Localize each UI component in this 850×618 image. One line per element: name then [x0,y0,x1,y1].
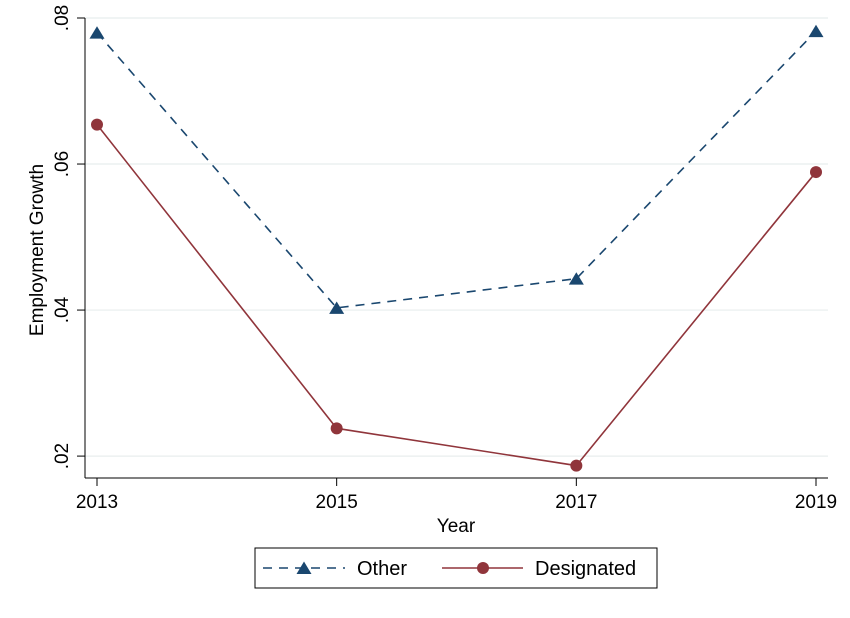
data-point-other [808,24,824,38]
y-tick-label: .08 [52,5,73,31]
legend-marker-other [296,561,312,574]
x-axis-ticks: 2013 2015 2017 2019 [76,478,837,513]
legend-label-other: Other [357,558,407,580]
data-point-designated [330,422,343,435]
x-axis-title: Year [437,516,476,537]
series-group [89,24,824,472]
legend-label-designated: Designated [535,558,636,580]
y-tick-label: .04 [52,296,73,323]
data-point-other [329,301,345,314]
x-tick-label: 2019 [795,492,837,513]
y-axis-title: Employment Growth [27,164,48,336]
data-point-designated [810,166,822,179]
data-point-other [568,272,584,285]
y-axis-ticks: .02 .04 .06 .08 [52,5,85,469]
series-line-designated [96,124,817,467]
x-tick-label: 2017 [555,492,597,513]
series-line-other [96,30,817,309]
data-point-designated [91,118,103,131]
x-tick-label: 2015 [316,492,358,513]
legend: Other Designated [254,547,658,589]
y-tick-label: .06 [52,151,73,177]
data-point-designated [570,459,583,472]
y-tick-label: .02 [52,443,73,469]
x-tick-label: 2013 [76,492,118,513]
legend-marker-designated [477,562,489,574]
data-point-other [89,26,105,39]
